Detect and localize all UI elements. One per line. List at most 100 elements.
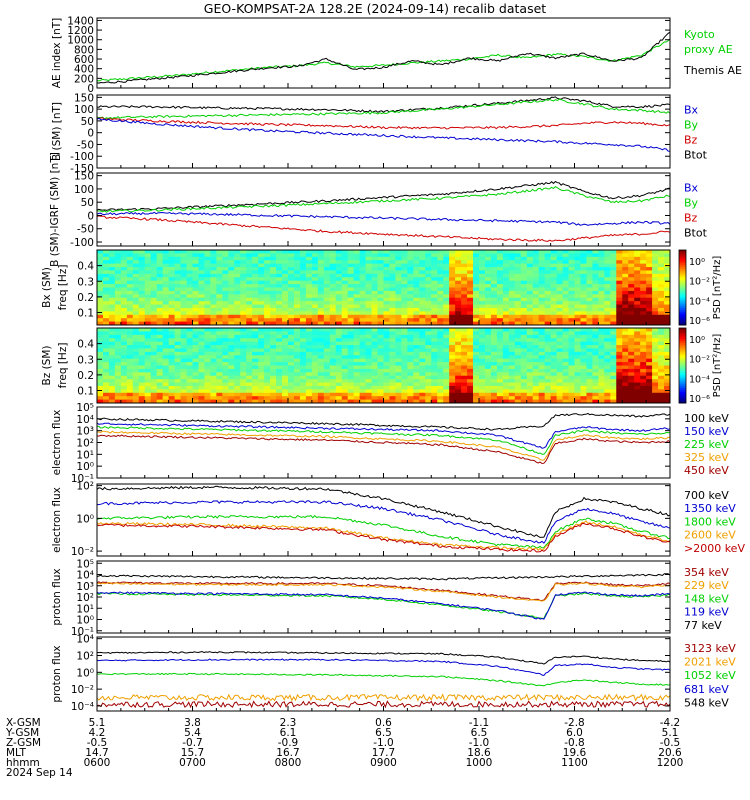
- spectrogram-cell: [264, 280, 271, 285]
- spectrogram-cell: [228, 250, 235, 254]
- spectrogram-cell: [646, 341, 653, 346]
- colorbar-step: [679, 359, 686, 363]
- spectrogram-cell: [323, 328, 331, 332]
- spectrogram-cell: [162, 341, 170, 346]
- spectrogram-cell: [138, 294, 146, 299]
- spectrogram-cell: [323, 284, 331, 288]
- spectrogram-cell: [592, 331, 599, 336]
- spectrogram-cell: [258, 270, 265, 275]
- spectrogram-cell: [252, 253, 259, 258]
- spectrogram-cell: [305, 301, 313, 305]
- spectrogram-cell: [538, 372, 546, 377]
- spectrogram-cell: [365, 392, 372, 397]
- spectrogram-cell: [156, 253, 164, 258]
- spectrogram-cell: [520, 301, 528, 305]
- spectrogram-cell: [538, 355, 546, 360]
- spectrogram-cell: [168, 358, 175, 363]
- spectrogram-cell: [574, 284, 581, 288]
- spectrogram-cell: [664, 389, 671, 394]
- spectrogram-cell: [425, 389, 432, 394]
- spectrogram-cell: [252, 389, 259, 394]
- spectrogram-cell: [532, 311, 540, 316]
- y-tick-label: 1200: [67, 25, 94, 37]
- spectrogram-cell: [401, 270, 408, 275]
- spectrogram-cell: [114, 294, 122, 299]
- ephemeris-value: 1100: [561, 757, 588, 769]
- spectrogram-cell: [628, 368, 635, 373]
- spectrogram-cell: [502, 304, 510, 309]
- spectrogram-cell: [449, 379, 456, 383]
- spectrogram-cell: [628, 273, 635, 278]
- spectrogram-cell: [282, 297, 289, 302]
- spectrogram-cell: [484, 358, 492, 363]
- spectrogram-cell: [150, 294, 158, 299]
- spectrogram-cell: [293, 351, 301, 356]
- spectrogram-cell: [276, 334, 283, 339]
- spectrogram-cell: [293, 392, 301, 397]
- spectrogram-cell: [484, 304, 492, 309]
- spectrogram-cell: [270, 314, 277, 319]
- spectrogram-cell: [646, 270, 653, 275]
- spectrogram-cell: [222, 273, 229, 278]
- spectrogram-cell: [502, 382, 510, 387]
- y-axis-label: proton flux: [51, 568, 63, 625]
- spectrogram-cell: [413, 301, 420, 305]
- spectrogram-cell: [580, 365, 587, 370]
- spectrogram-cell: [198, 321, 205, 326]
- spectrogram-cell: [544, 314, 552, 319]
- spectrogram-cell: [377, 287, 384, 292]
- spectrogram-cell: [490, 375, 498, 380]
- spectrogram-cell: [580, 392, 587, 397]
- spectrogram-cell: [323, 287, 331, 292]
- spectrogram-cell: [550, 328, 557, 332]
- spectrogram-cell: [598, 318, 605, 322]
- colorbar-step: [679, 311, 686, 315]
- spectrogram-cell: [335, 365, 343, 370]
- spectrogram-cell: [652, 348, 659, 353]
- spectrogram-cell: [395, 263, 402, 268]
- spectrogram-cell: [634, 321, 641, 326]
- spectrogram-cell: [114, 372, 122, 377]
- series-line-225-kev: [96, 425, 671, 455]
- spectrogram-cell: [568, 338, 575, 343]
- spectrogram-cell: [216, 338, 223, 343]
- spectrogram-cell: [305, 270, 313, 275]
- spectrogram-cell: [652, 385, 659, 390]
- colorbar-step: [679, 315, 686, 319]
- spectrogram-cell: [132, 358, 140, 363]
- spectrogram-cell: [419, 362, 426, 366]
- spectrogram-cell: [365, 382, 372, 387]
- spectrogram-cell: [97, 379, 104, 383]
- spectrogram-cell: [132, 392, 140, 397]
- spectrogram-cell: [431, 341, 438, 346]
- spectrogram-cell: [443, 273, 450, 278]
- spectrogram-cell: [467, 358, 474, 363]
- spectrogram-cell: [628, 267, 635, 271]
- spectrogram-cell: [216, 311, 223, 316]
- spectrogram-cell: [359, 372, 366, 377]
- spectrogram-cell: [616, 297, 623, 302]
- spectrogram-cell: [282, 345, 289, 349]
- spectrogram-cell: [365, 304, 372, 309]
- spectrogram-cell: [180, 379, 187, 383]
- spectrogram-cell: [234, 355, 241, 360]
- spectrogram-cell: [479, 270, 486, 275]
- spectrogram-cell: [449, 256, 456, 261]
- spectrogram-cell: [574, 375, 581, 380]
- spectrogram-cell: [449, 348, 456, 353]
- spectrogram-cell: [162, 270, 170, 275]
- spectrogram-cell: [413, 267, 420, 271]
- spectrogram-cell: [443, 338, 450, 343]
- spectrogram-cell: [437, 284, 444, 288]
- spectrogram-cell: [311, 355, 319, 360]
- spectrogram-cell: [526, 399, 534, 404]
- spectrogram-cell: [550, 362, 557, 366]
- spectrogram-cell: [443, 334, 450, 339]
- y-tick-label: 10⁻²: [71, 684, 94, 696]
- spectrogram-cell: [467, 287, 474, 292]
- spectrogram-cell: [150, 392, 158, 397]
- y-tick-label: 10²: [76, 481, 94, 493]
- spectrogram-cell: [640, 294, 647, 299]
- spectrogram-cell: [622, 260, 629, 265]
